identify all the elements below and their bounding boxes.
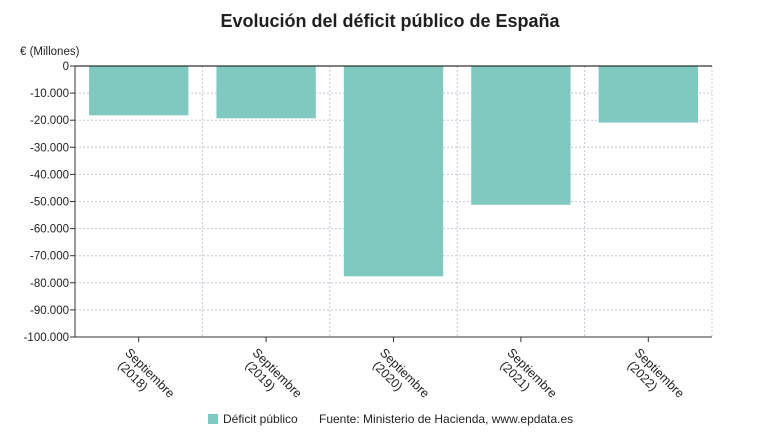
x-tick-label: Septiembre(2021): [497, 346, 559, 401]
bar: [598, 66, 698, 123]
y-tick-label: -60.000: [30, 224, 69, 236]
y-axis-label: € (Millones): [20, 46, 80, 58]
bars: [89, 66, 698, 277]
y-ticks: 0 -10.000 -20.000 -30.000 -40.000 -50.000 -60.…: [24, 61, 75, 344]
y-tick-label: -70.000: [30, 251, 69, 263]
y-tick-label: -100.000: [24, 332, 69, 344]
y-tick-label: -30.000: [30, 142, 69, 154]
legend: Déficit público Fuente: Ministerio de Ha…: [208, 412, 573, 426]
y-tick-label: 0: [63, 61, 69, 73]
y-tick-label: -90.000: [30, 305, 69, 317]
x-tick-label: Septiembre(2020): [370, 346, 432, 401]
x-ticks: Septiembre(2018) Septiembre(2019) Septiemb…: [115, 337, 687, 401]
legend-swatch: [208, 414, 218, 424]
y-tick-label: -40.000: [30, 169, 69, 181]
x-tick-label: Septiembre(2018): [115, 346, 177, 401]
x-tick-label: Septiembre(2022): [625, 346, 687, 401]
bar: [343, 66, 444, 277]
y-tick-label: -10.000: [30, 88, 69, 100]
grid: [75, 66, 713, 338]
legend-label: Déficit público: [223, 412, 298, 426]
bar: [216, 66, 316, 119]
chart-title: Evolución del déficit público de España: [220, 11, 560, 31]
y-tick-label: -50.000: [30, 197, 69, 209]
bar: [89, 66, 189, 116]
y-tick-label: -20.000: [30, 115, 69, 127]
x-tick-label: Septiembre(2019): [243, 346, 305, 401]
source-text: Fuente: Ministerio de Hacienda, www.epda…: [319, 412, 573, 426]
bar: [471, 66, 571, 205]
y-tick-label: -80.000: [30, 278, 69, 290]
